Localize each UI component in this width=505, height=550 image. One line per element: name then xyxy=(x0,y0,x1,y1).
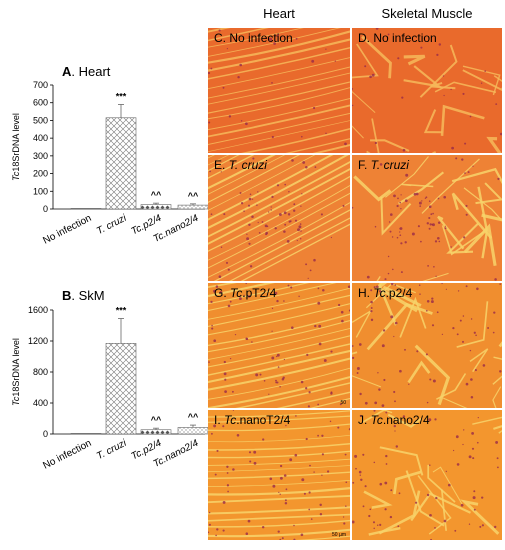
tissue-image xyxy=(352,155,502,281)
micrograph-panel: F. T. cruzi xyxy=(352,155,502,281)
significance-label: ^^ xyxy=(151,415,162,425)
bar xyxy=(70,433,102,435)
micrograph-letter: F. xyxy=(358,158,371,172)
micrograph-letter: D. xyxy=(358,31,374,45)
y-tick-label: 600 xyxy=(33,98,48,108)
tissue-image xyxy=(352,283,502,408)
micrograph-letter: J. xyxy=(358,413,371,427)
micrograph-title-suffix: .p2/4 xyxy=(385,286,413,300)
column-header-skeletal-muscle: Skeletal Muscle xyxy=(381,6,473,21)
tissue-image xyxy=(352,410,502,540)
category-label: No infection xyxy=(41,438,93,472)
y-tick-label: 700 xyxy=(33,80,48,90)
micrograph-title: No infection xyxy=(229,31,293,45)
y-tick-label: 100 xyxy=(33,186,48,196)
y-axis-label: Tc18SrDNA level xyxy=(11,338,21,406)
micrograph-letter: C. xyxy=(214,31,230,45)
chart-b: B. SkM 0 400 800 1200 1600 Tc18SrDNA level No i… xyxy=(11,288,209,472)
micrograph-panel: E. T. cruzi xyxy=(208,155,350,281)
y-tick-label: 800 xyxy=(33,367,48,377)
significance-label: *** xyxy=(116,91,127,101)
micrograph-letter: E. xyxy=(214,158,229,172)
column-header-heart: Heart xyxy=(263,6,295,21)
micrograph-title-italic: T. cruzi xyxy=(370,158,409,172)
micrograph-title-italic: T. cruzi xyxy=(228,158,267,172)
category-label: T. cruzi xyxy=(95,438,129,463)
micrograph-title-suffix: .nanoT2/4 xyxy=(236,413,291,427)
tissue-image xyxy=(208,410,350,540)
micrograph-title-italic: Tc xyxy=(373,286,386,300)
micrograph-label: I. Tc.nanoT2/4 xyxy=(214,413,290,427)
significance-label: ^^ xyxy=(151,190,162,200)
tissue-image xyxy=(352,28,502,153)
chart-a: A. Heart 0 100 200 300 400 500 600 700 Tc18SrDNA … xyxy=(11,64,209,247)
micrograph-label: D. No infection xyxy=(358,31,437,45)
micrograph-label: F. T. cruzi xyxy=(358,158,409,172)
y-tick-label: 200 xyxy=(33,169,48,179)
chart-title: B. SkM xyxy=(62,288,105,303)
micrograph-panel: H. Tc.p2/4 xyxy=(352,283,502,408)
micrograph-title-italic: Tc xyxy=(230,286,243,300)
micrograph-panel: C. No infection xyxy=(208,28,350,153)
scale-bar-label: 50 xyxy=(340,400,346,406)
y-tick-label: 0 xyxy=(43,429,48,439)
category-label: T. cruzi xyxy=(95,213,129,238)
bar xyxy=(177,204,209,210)
micrograph-panel: J. Tc.nano2/4 xyxy=(352,410,502,540)
chart-title: A. Heart xyxy=(62,64,111,79)
micrograph-title: No infection xyxy=(373,31,437,45)
bar-charts: A. Heart 0 100 200 300 400 500 600 700 Tc18SrDNA … xyxy=(11,64,209,472)
bar xyxy=(70,208,102,210)
category-label: No infection xyxy=(41,213,93,247)
tissue-image xyxy=(208,28,350,153)
y-tick-label: 300 xyxy=(33,151,48,161)
micrograph-panel: I. Tc.nanoT2/4 50 µm xyxy=(208,410,350,540)
y-tick-label: 1600 xyxy=(28,305,48,315)
scale-bar-label: 50 µm xyxy=(332,532,346,538)
y-tick-label: 400 xyxy=(33,133,48,143)
bar xyxy=(177,427,209,435)
bar xyxy=(105,117,137,210)
micrograph-title-suffix: .pT2/4 xyxy=(242,286,277,300)
micrograph-label: H. Tc.p2/4 xyxy=(358,286,412,300)
micrograph-label: G. Tc.pT2/4 xyxy=(214,286,276,300)
bar xyxy=(105,343,137,435)
significance-label: *** xyxy=(116,306,127,316)
micrograph-title-italic: Tc xyxy=(224,413,237,427)
micrograph-title-suffix: .nano2/4 xyxy=(382,413,430,427)
y-tick-label: 0 xyxy=(43,204,48,214)
tissue-image xyxy=(208,283,350,408)
bar xyxy=(140,204,172,210)
y-axis-label: Tc18SrDNA level xyxy=(11,113,21,181)
micrograph-title-italic: Tc xyxy=(370,413,383,427)
micrograph-letter: G. xyxy=(214,286,231,300)
micrograph-panel: D. No infection xyxy=(352,28,502,153)
bar xyxy=(140,429,172,435)
y-tick-label: 1200 xyxy=(28,336,48,346)
micrograph-label: E. T. cruzi xyxy=(214,158,267,172)
micrograph-label: C. No infection xyxy=(214,31,293,45)
micrograph-letter: H. xyxy=(358,286,374,300)
micrograph-letter: I. xyxy=(214,413,225,427)
tissue-image xyxy=(208,155,350,281)
micrograph-panel: G. Tc.pT2/4 50 xyxy=(208,283,350,408)
micrograph-label: J. Tc.nano2/4 xyxy=(358,413,430,427)
y-tick-label: 400 xyxy=(33,398,48,408)
significance-label: ^^ xyxy=(188,412,199,422)
significance-label: ^^ xyxy=(188,191,199,201)
y-tick-label: 500 xyxy=(33,115,48,125)
